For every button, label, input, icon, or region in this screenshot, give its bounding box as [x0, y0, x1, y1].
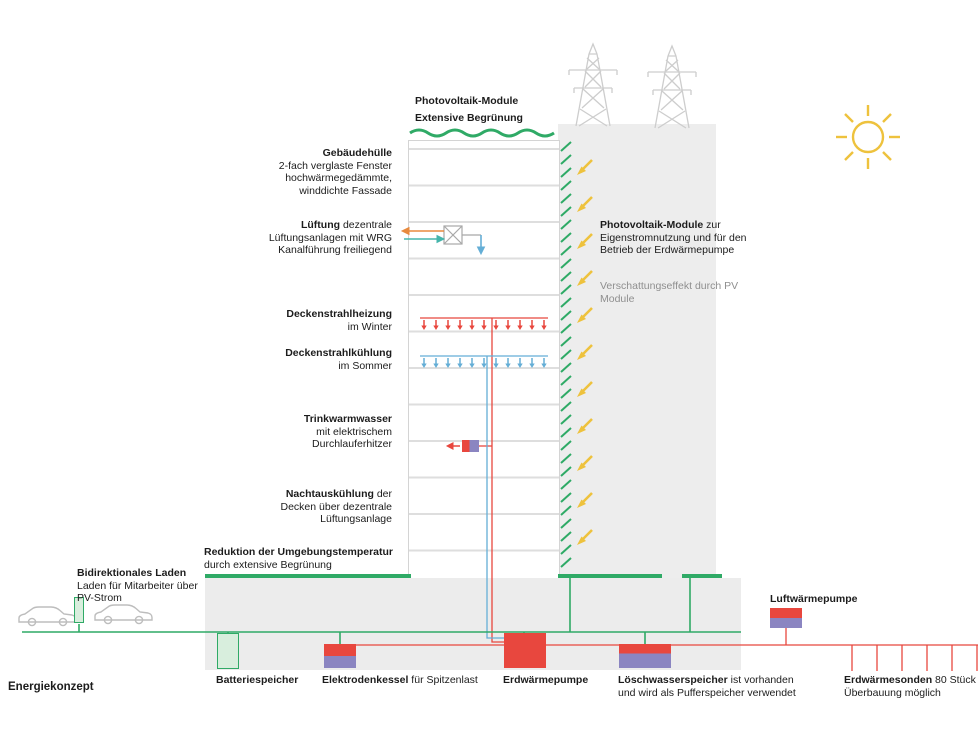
label-envelope-line: hochwärmegedämmte, — [285, 172, 392, 184]
label-ceiling-cooling-title: Deckenstrahlkühlung — [285, 347, 392, 359]
label-pv-use-line: Eigenstromnutzung und für den — [600, 231, 747, 244]
label-hot-water: Trinkwarmwasser mit elektrischem Durchla… — [180, 413, 392, 451]
label-shading-line: Module — [600, 292, 635, 305]
power-pylon-icons — [568, 43, 697, 129]
label-probes-suffix: 80 Stück — [932, 674, 976, 686]
diagram-title-text: Energiekonzept — [8, 681, 94, 693]
label-fire-water: Löschwasserspeicher ist vorhanden und wi… — [618, 674, 798, 699]
label-bidirectional-line: Laden für Mitarbeiter über — [77, 579, 198, 592]
label-reduction: Reduktion der Umgebungstemperatur durch … — [204, 546, 393, 571]
sun-icon — [836, 105, 900, 169]
green-roof-wave-line — [409, 128, 555, 138]
label-envelope-title: Gebäudehülle — [322, 147, 392, 159]
label-roof-pv: Photovoltaik-Module — [415, 95, 518, 108]
label-air-heat-pump: Luftwärmepumpe — [770, 593, 858, 606]
label-night-cooling-suffix: der — [373, 488, 392, 500]
ground-heat-pump-box — [504, 633, 546, 668]
label-electrode-boiler-suffix: für Spitzenlast — [408, 674, 478, 686]
label-envelope-line: 2-fach verglaste Fenster — [278, 159, 392, 172]
label-electrode-boiler-title: Elektrodenkessel — [322, 674, 409, 686]
label-battery: Batteriespeicher — [216, 674, 298, 687]
label-night-cooling-line: Lüftungsanlage — [320, 513, 392, 525]
green-roof-strip-left — [205, 574, 411, 578]
label-shading: Verschattungseffekt durch PV Module — [600, 280, 770, 305]
label-ceiling-cooling-line: im Sommer — [338, 359, 392, 372]
label-fire-water-suffix: ist vorhanden — [727, 674, 794, 686]
label-ceiling-heating-line: im Winter — [347, 320, 392, 333]
label-ventilation: Lüftung dezentrale Lüftungsanlagen mit W… — [180, 219, 392, 257]
label-pv-use-line: Betrieb der Erdwärmepumpe — [600, 244, 735, 256]
label-hot-water-title: Trinkwarmwasser — [303, 413, 392, 425]
label-fire-water-line: und wird als Pufferspeicher verwendet — [618, 686, 796, 699]
fire-water-tank-box — [619, 644, 671, 668]
label-reduction-title: Reduktion der Umgebungstemperatur — [204, 546, 394, 558]
label-bidirectional-line: PV-Strom — [77, 592, 122, 604]
water-heater-box — [462, 440, 479, 452]
label-ceiling-heating: Deckenstrahlheizung im Winter — [180, 308, 392, 333]
label-roof-pv-text: Photovoltaik-Module — [415, 95, 519, 107]
label-night-cooling-title: Nachtauskühlung — [285, 488, 374, 500]
label-envelope-line: winddichte Fassade — [299, 184, 392, 197]
green-roof-strip-right — [682, 574, 722, 578]
label-electrode-boiler: Elektrodenkessel für Spitzenlast — [322, 674, 478, 687]
label-shading-line: Verschattungseffekt durch PV — [600, 280, 739, 292]
electrode-boiler-box — [324, 644, 356, 668]
label-ventilation-title: Lüftung — [300, 219, 341, 231]
label-ground-heat-pump: Erdwärmepumpe — [503, 674, 588, 687]
battery-storage-box — [217, 633, 239, 669]
label-ceiling-cooling: Deckenstrahlkühlung im Sommer — [180, 347, 392, 372]
label-roof-greening: Extensive Begrünung — [415, 112, 523, 125]
label-pv-use-suffix: zur — [703, 219, 721, 231]
geothermal-probe-lines — [851, 645, 978, 671]
label-hot-water-line: mit elektrischem — [316, 425, 392, 438]
label-night-cooling-line: Decken über dezentrale — [280, 500, 393, 513]
label-reduction-line: durch extensive Begrünung — [204, 558, 332, 571]
air-heat-pump-box — [770, 608, 802, 628]
label-probes-title: Erdwärmesonden — [844, 674, 933, 686]
label-ventilation-line: Lüftungsanlagen mit WRG — [268, 231, 392, 244]
label-ground-heat-pump-text: Erdwärmepumpe — [503, 674, 589, 686]
label-roof-greening-text: Extensive Begrünung — [415, 112, 523, 124]
diagram-title: Energiekonzept — [8, 681, 94, 694]
label-bidirectional-title: Bidirektionales Laden — [77, 567, 187, 579]
label-pv-use-title: Photovoltaik-Module — [600, 219, 704, 231]
label-air-heat-pump-text: Luftwärmepumpe — [770, 593, 858, 605]
label-ventilation-line: Kanalführung freiliegend — [278, 244, 392, 256]
label-bidirectional: Bidirektionales Laden Laden für Mitarbei… — [77, 567, 202, 605]
building-back-tower — [558, 124, 716, 578]
label-battery-text: Batteriespeicher — [216, 674, 299, 686]
label-ventilation-suffix: dezentrale — [340, 219, 392, 231]
label-probes-line: Überbauung möglich — [844, 686, 941, 699]
car-icons — [18, 604, 153, 627]
label-fire-water-title: Löschwasserspeicher — [618, 674, 728, 686]
label-hot-water-line: Durchlauferhitzer — [312, 438, 392, 450]
label-envelope: Gebäudehülle 2-fach verglaste Fenster ho… — [180, 147, 392, 197]
label-night-cooling: Nachtauskühlung der Decken über dezentra… — [180, 488, 393, 526]
label-probes: Erdwärmesonden 80 Stück Überbauung mögli… — [844, 674, 980, 699]
label-pv-use: Photovoltaik-Module zur Eigenstromnutzun… — [600, 219, 770, 257]
label-ceiling-heating-title: Deckenstrahlheizung — [286, 308, 392, 320]
building-main-tower — [408, 140, 560, 580]
green-roof-strip-middle — [558, 574, 662, 578]
